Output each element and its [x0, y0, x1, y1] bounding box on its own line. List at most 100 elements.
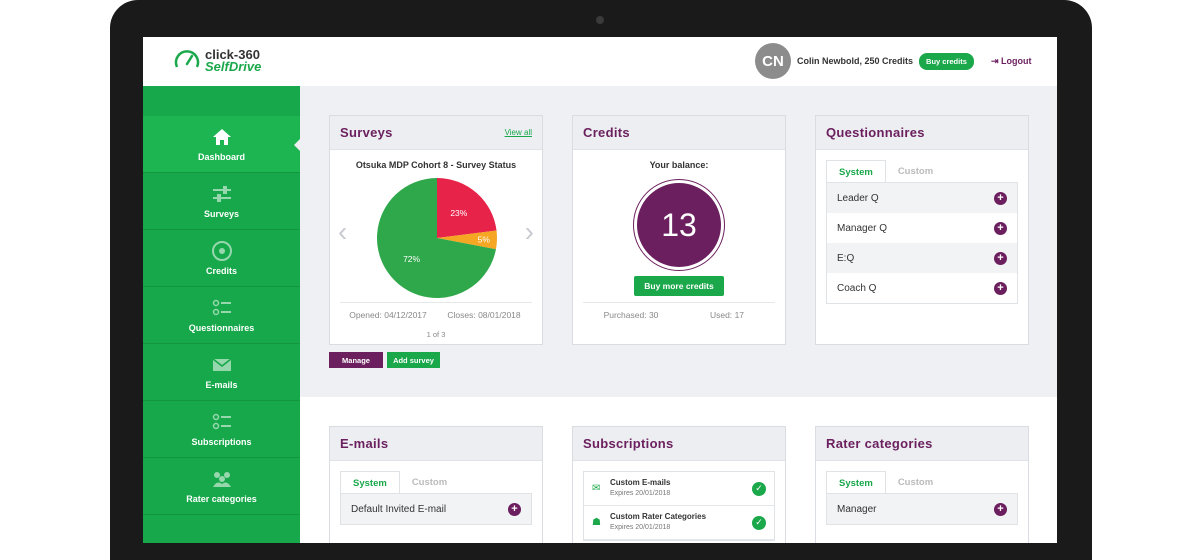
view-all-link[interactable]: View all — [504, 128, 532, 137]
chevron-right-icon[interactable]: › — [524, 216, 534, 247]
coin-icon — [211, 241, 232, 261]
list-item[interactable]: Coach Q + — [827, 273, 1017, 303]
logout-icon: ⇥ — [991, 56, 1002, 66]
opened-label: Opened: — [349, 310, 382, 320]
questionnaire-list: Leader Q + Manager Q + E:Q + Coach Q + — [826, 182, 1018, 304]
item-label: Manager — [837, 503, 877, 515]
speedometer-icon — [174, 50, 200, 68]
pager: 1 of 3 — [426, 330, 446, 339]
item-label: Default Invited E-mail — [351, 503, 447, 515]
tab-system[interactable]: System — [826, 471, 886, 495]
add-icon[interactable]: + — [994, 191, 1007, 205]
avatar[interactable]: CN — [755, 43, 791, 79]
user-info: Colin Newbold, 250 Credits — [797, 56, 913, 66]
list-item[interactable]: ☗ Custom Rater Categories Expires 20/01/2… — [584, 506, 774, 540]
panel-title: Questionnaires — [826, 125, 925, 140]
envelope-icon: ✉ — [592, 483, 601, 494]
sidebar-item-emails[interactable]: E-mails — [143, 344, 300, 401]
add-icon[interactable]: + — [994, 281, 1007, 295]
sliders-icon — [212, 186, 231, 202]
app-screen: click-360 SelfDrive CN Colin Newbold, 25… — [143, 37, 1057, 543]
survey-dates: Opened: 04/12/2017 Closes: 08/01/2018 — [340, 302, 532, 320]
top-bar: click-360 SelfDrive CN Colin Newbold, 25… — [143, 37, 1057, 86]
credit-stats: Purchased: 30 Used: 17 — [583, 302, 775, 320]
pie-label: 23% — [450, 208, 467, 218]
used-value: 17 — [734, 310, 745, 320]
pie-slice — [377, 178, 496, 298]
people-icon: ☗ — [592, 517, 601, 528]
item-label: Manager Q — [837, 222, 888, 234]
list-item[interactable]: Manager Q + — [827, 213, 1017, 243]
panel-title: Surveys — [340, 125, 393, 140]
list-item[interactable]: Leader Q + — [827, 183, 1017, 213]
tab-custom[interactable]: Custom — [411, 477, 448, 488]
panel-title: Rater categories — [826, 436, 933, 451]
sidebar-item-label: Dashboard — [197, 152, 245, 162]
pie-label: 5% — [478, 234, 491, 244]
manage-button[interactable]: Manage — [329, 352, 383, 368]
surveys-panel: Surveys View all Otsuka MDP Cohort 8 - S… — [329, 115, 543, 345]
sidebar-item-dashboard[interactable]: Dashboard — [143, 116, 301, 173]
sidebar-item-questionnaires[interactable]: Questionnaires — [143, 287, 300, 344]
sidebar-item-label: Rater categories — [186, 494, 257, 504]
item-label: E:Q — [837, 252, 855, 264]
questionnaires-panel: Questionnaires System Custom Leader Q + M… — [815, 115, 1029, 345]
list-item[interactable]: Manager + — [827, 494, 1017, 524]
subscription-name: Custom Rater Categories — [610, 512, 707, 521]
rater-list: Manager + — [826, 493, 1018, 525]
sidebar-item-surveys[interactable]: Surveys — [143, 173, 300, 230]
list-item[interactable]: Default Invited E-mail + — [341, 494, 531, 524]
user-name: Colin Newbold — [797, 56, 860, 66]
add-survey-button[interactable]: Add survey — [387, 352, 440, 368]
sidebar-item-label: E-mails — [205, 380, 238, 390]
sidebar-item-credits[interactable]: Credits — [143, 230, 300, 287]
tab-custom[interactable]: Custom — [897, 477, 934, 488]
subscription-expiry: Expires 20/01/2018 — [610, 524, 671, 531]
used-label: Used: — [709, 310, 733, 320]
purchased-value: 30 — [648, 310, 659, 320]
pie-chart: 23% 5% 72% — [377, 178, 497, 298]
sidebar-item-label: Subscriptions — [191, 437, 252, 447]
sidebar: Dashboard Surveys Credits Questionnaires… — [143, 86, 301, 543]
chevron-left-icon[interactable]: ‹ — [338, 216, 348, 247]
item-label: Leader Q — [837, 192, 879, 204]
check-icon: ✓ — [752, 481, 766, 496]
sidebar-item-label: Questionnaires — [188, 323, 255, 333]
sidebar-item-subscriptions[interactable]: Subscriptions — [143, 401, 300, 458]
logout-link[interactable]: ⇥ Logout — [991, 56, 1032, 67]
camera-dot — [596, 16, 604, 24]
pie-slice — [437, 230, 497, 250]
rater-categories-panel: Rater categories System Custom Manager + — [815, 426, 1029, 543]
home-icon — [212, 129, 231, 145]
user-credits: , 250 Credits — [859, 56, 914, 66]
add-icon[interactable]: + — [994, 251, 1007, 265]
checklist-icon — [212, 413, 231, 430]
add-icon[interactable]: + — [994, 502, 1007, 516]
logout-label: Logout — [1001, 56, 1032, 66]
panel-title: Subscriptions — [583, 436, 674, 451]
list-item[interactable]: E:Q + — [827, 243, 1017, 273]
tab-custom[interactable]: Custom — [897, 166, 934, 177]
credits-panel: Credits Your balance: 13 Buy more credit… — [572, 115, 786, 345]
buy-more-credits-button[interactable]: Buy more credits — [634, 276, 724, 296]
add-icon[interactable]: + — [994, 221, 1007, 235]
closes-value: 08/01/2018 — [478, 310, 521, 320]
purchased-label: Purchased: — [603, 310, 647, 320]
add-icon[interactable]: + — [508, 502, 521, 516]
tab-system[interactable]: System — [340, 471, 400, 495]
tab-system[interactable]: System — [826, 160, 886, 184]
balance-label: Your balance: — [649, 160, 709, 170]
logo-line1: click-360 — [205, 47, 260, 62]
subscription-expiry: Expires 20/01/2018 — [610, 490, 671, 497]
item-label: Coach Q — [837, 282, 877, 294]
sidebar-item-label: Credits — [205, 266, 237, 276]
sidebar-item-rater-categories[interactable]: Rater categories — [143, 458, 300, 515]
closes-label: Closes: — [447, 310, 476, 320]
buy-credits-button[interactable]: Buy credits — [919, 52, 974, 70]
logo[interactable]: click-360 SelfDrive — [173, 47, 261, 75]
list-item[interactable]: ✉ Custom E-mails Expires 20/01/2018 ✓ — [584, 472, 774, 506]
logo-line2: SelfDrive — [205, 59, 262, 74]
chart-title: Otsuka MDP Cohort 8 - Survey Status — [355, 160, 517, 170]
checklist-icon — [212, 299, 231, 316]
user-area: CN Colin Newbold, 250 Credits Buy credit… — [755, 43, 974, 79]
